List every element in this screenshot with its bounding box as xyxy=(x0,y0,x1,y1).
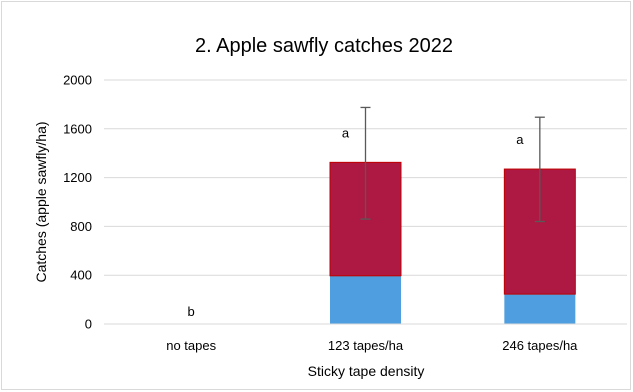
bar-segment xyxy=(504,294,576,324)
x-tick-labels: no tapes 123 tapes/ha 246 tapes/ha xyxy=(166,338,578,353)
y-tick-label: 400 xyxy=(70,268,92,283)
error-bar xyxy=(534,116,545,223)
significance-label: a xyxy=(516,132,524,147)
significance-labels: b a a xyxy=(188,125,525,319)
x-tick-label: 246 tapes/ha xyxy=(502,338,578,353)
y-tick-label: 1200 xyxy=(63,170,92,185)
y-tick-label: 0 xyxy=(85,317,92,332)
y-tick-label: 2000 xyxy=(63,73,92,88)
y-tick-label: 1600 xyxy=(63,121,92,136)
x-axis-label: Sticky tape density xyxy=(308,363,425,379)
significance-label: b xyxy=(188,304,195,319)
y-axis-label: Catches (apple sawfly/ha) xyxy=(33,121,49,282)
error-bar xyxy=(360,106,371,220)
bar-segment xyxy=(330,275,401,324)
y-tick-label: 800 xyxy=(70,219,92,234)
significance-label: a xyxy=(342,125,350,140)
x-tick-label: no tapes xyxy=(166,338,216,353)
chart-title: 2. Apple sawfly catches 2022 xyxy=(195,35,453,57)
x-tick-label: 123 tapes/ha xyxy=(328,338,404,353)
y-tick-labels: 0 400 800 1200 1600 2000 xyxy=(63,73,92,332)
error-bars xyxy=(360,106,545,223)
bars xyxy=(329,161,576,324)
